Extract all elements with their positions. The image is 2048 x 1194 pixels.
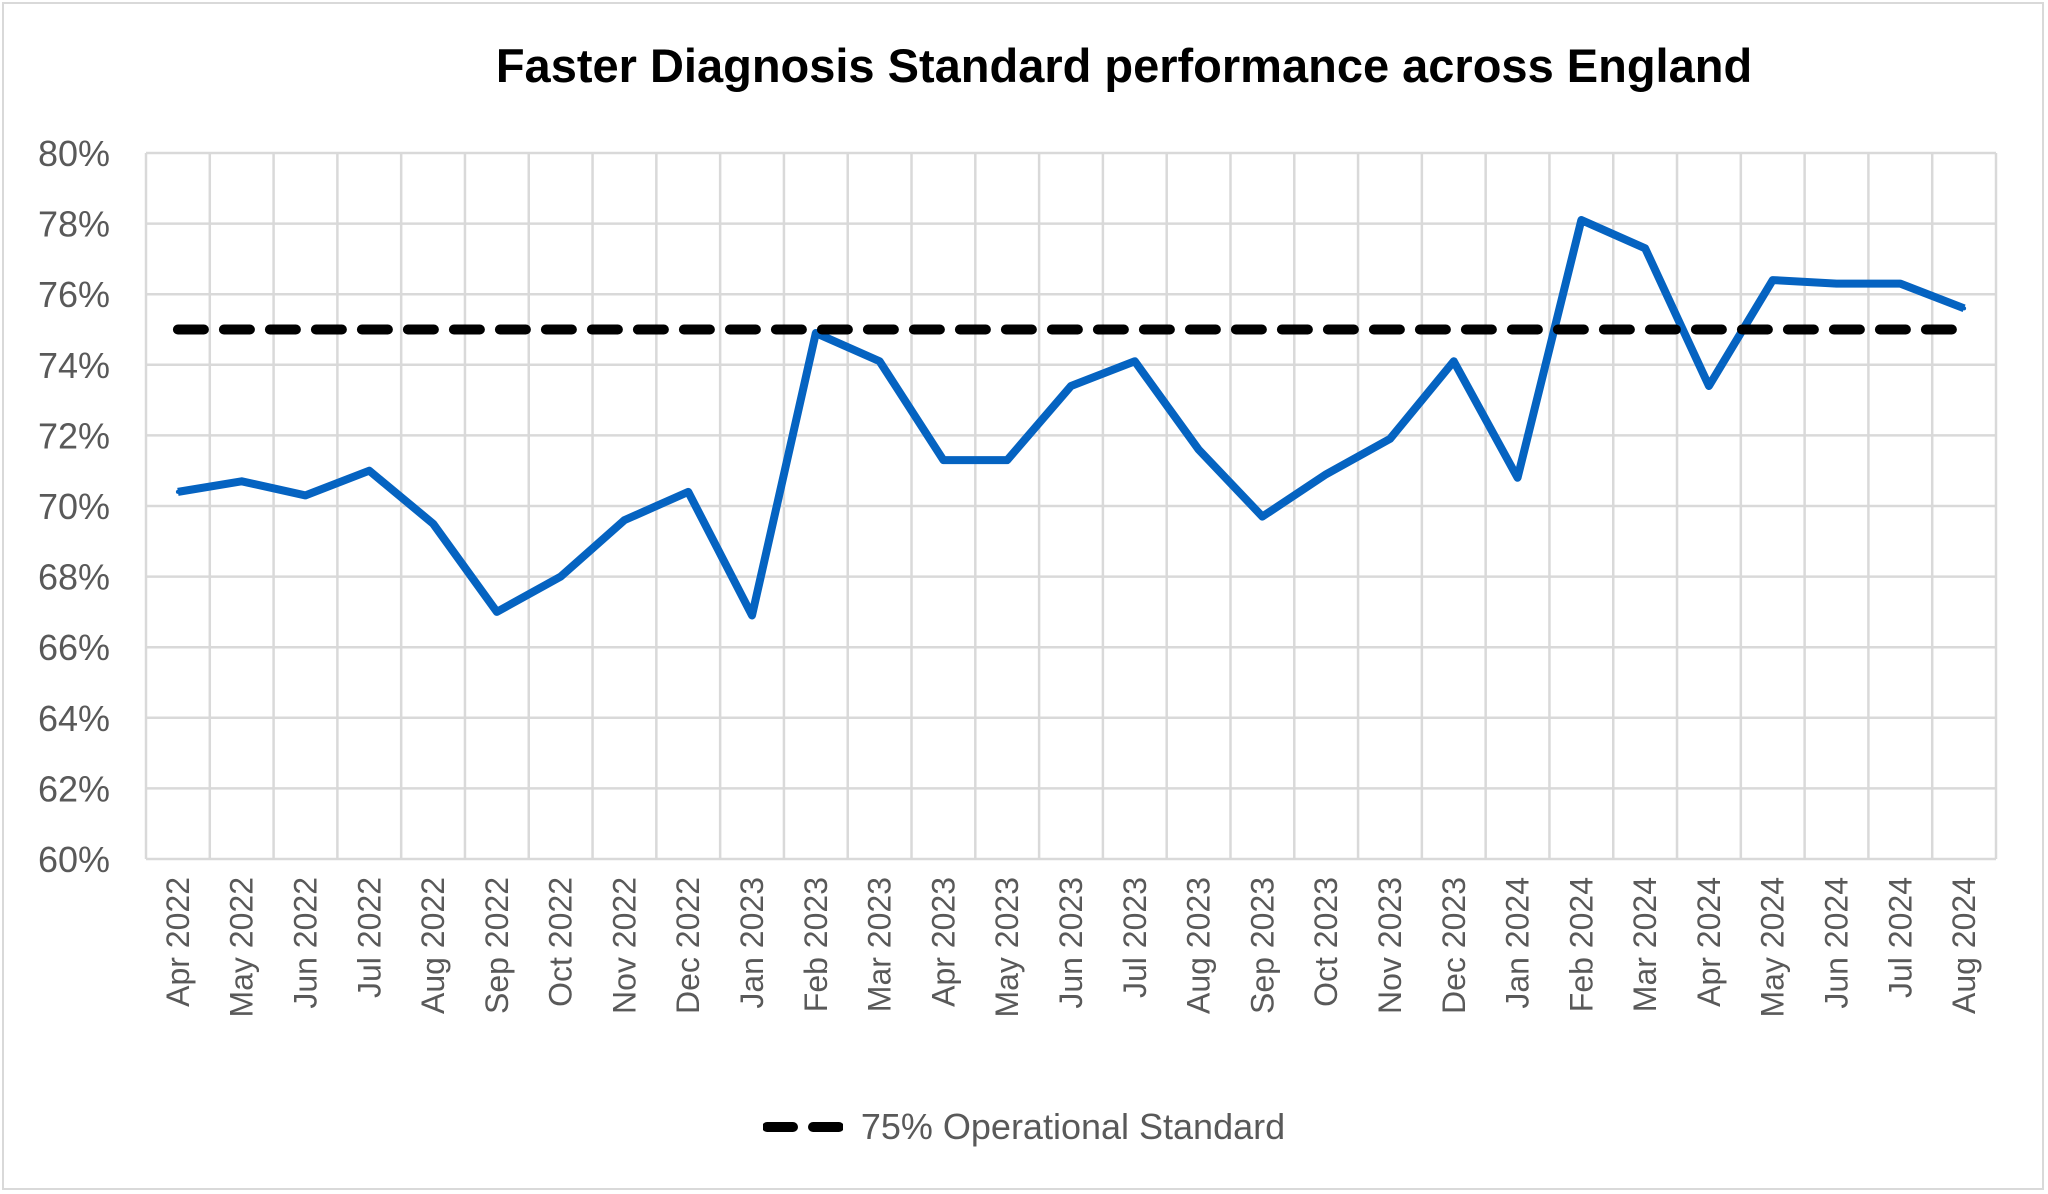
x-tick-label: Feb 2023 [798,877,834,1012]
x-tick-label: Oct 2022 [543,877,579,1007]
x-tick-label: Apr 2024 [1691,877,1727,1007]
data-point [431,521,436,526]
x-tick-label: Apr 2022 [160,877,196,1007]
data-point [1706,383,1711,388]
data-point [303,493,308,498]
data-point [941,458,946,463]
data-point [1898,281,1903,286]
y-tick-label: 80% [38,133,110,174]
x-tick-label: Aug 2023 [1181,877,1217,1014]
data-point [1069,383,1073,388]
data-point [686,489,691,494]
legend-dashed-line-swatch [762,1122,843,1132]
y-tick-label: 62% [38,768,110,809]
x-tick-label: Sep 2022 [479,877,515,1014]
data-point [1962,306,1967,311]
legend: 75% Operational Standard [0,1106,2048,1148]
data-point [1005,458,1010,463]
data-point [494,609,499,614]
data-point [1643,246,1648,251]
x-tick-label: Apr 2023 [925,877,961,1007]
y-tick-label: 70% [38,486,110,527]
data-point [558,574,563,579]
chart-title: Faster Diagnosis Standard performance ac… [495,39,1753,92]
x-tick-label: Sep 2023 [1244,877,1280,1014]
data-point [1515,475,1520,480]
data-point [1579,218,1584,223]
x-tick-label: Oct 2023 [1308,877,1344,1007]
data-point [1770,278,1775,283]
x-tick-label: Jun 2024 [1819,877,1855,1009]
data-point [877,359,882,364]
x-tick-label: Aug 2024 [1946,877,1982,1014]
x-tick-label: Mar 2024 [1627,877,1663,1012]
x-tick-label: Jul 2024 [1882,877,1918,998]
x-tick-label: Mar 2023 [862,877,898,1012]
x-tick-label: Dec 2022 [670,877,706,1014]
x-tick-label: Aug 2022 [415,877,451,1014]
data-point [1260,514,1265,519]
data-point [1196,447,1201,452]
x-tick-label: Jun 2022 [287,877,323,1009]
x-tick-label: Jan 2024 [1500,877,1536,1009]
performance-series-line [177,216,1966,620]
y-tick-label: 72% [38,415,110,456]
data-point [1451,359,1456,364]
x-tick-label: May 2024 [1755,877,1791,1018]
legend-label: 75% Operational Standard [860,1106,1286,1147]
data-point [750,613,755,618]
data-point [1324,472,1329,477]
data-point [367,468,372,473]
x-tick-label: Jul 2023 [1117,877,1153,998]
y-tick-label: 64% [38,698,110,739]
data-point [239,479,244,484]
x-tick-label: May 2022 [224,877,260,1018]
x-tick-label: Dec 2023 [1436,877,1472,1014]
data-point [1132,359,1137,364]
y-tick-label: 66% [38,627,110,668]
y-tick-label: 78% [38,204,110,245]
x-tick-label: May 2023 [989,877,1025,1018]
x-tick-label: Jul 2022 [351,877,387,998]
y-tick-label: 76% [38,274,110,315]
data-point [622,518,627,523]
x-tick-label: Nov 2023 [1372,877,1408,1014]
data-point [175,489,180,494]
y-tick-label: 68% [38,557,110,598]
y-tick-label: 74% [38,345,110,386]
x-tick-label: Jun 2023 [1053,877,1089,1009]
data-point [1387,436,1392,441]
x-tick-label: Jan 2023 [734,877,770,1009]
x-tick-label: Feb 2024 [1563,877,1599,1012]
data-point [1834,281,1839,286]
y-tick-label: 60% [38,839,110,880]
x-tick-label: Nov 2022 [606,877,642,1014]
data-point [813,331,818,336]
